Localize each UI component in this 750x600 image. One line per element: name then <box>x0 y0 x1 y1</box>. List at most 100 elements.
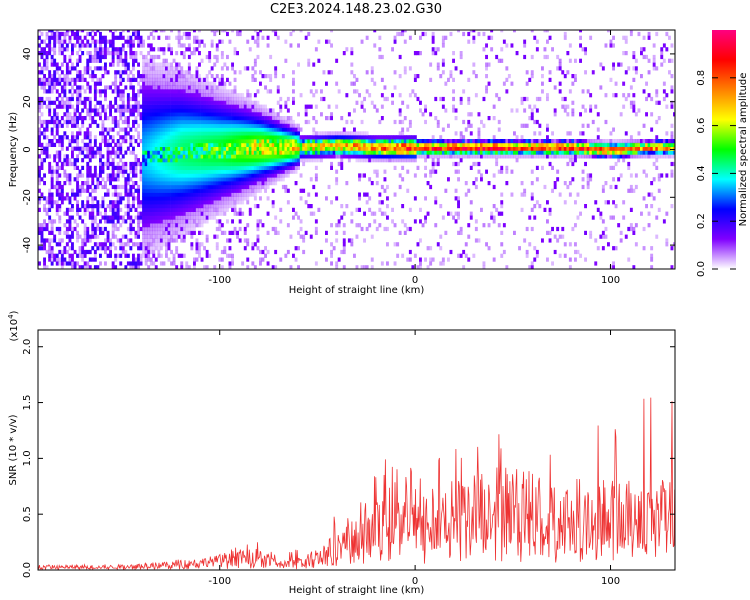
heatmap-cell <box>96 234 100 239</box>
heatmap-cell <box>86 131 90 136</box>
heatmap-cell <box>363 238 366 243</box>
heatmap-cell <box>233 70 237 75</box>
heatmap-cell <box>109 246 112 251</box>
heatmap-cell <box>104 43 107 48</box>
heatmap-cell <box>185 74 189 79</box>
heatmap-cell <box>132 181 135 186</box>
heatmap-cell <box>137 123 140 128</box>
heatmap-cell <box>132 196 135 201</box>
heatmap-cell <box>236 135 239 140</box>
heatmap-cell <box>78 89 82 94</box>
heatmap-cell <box>251 192 255 197</box>
heatmap-cell <box>264 158 267 163</box>
heatmap-cell <box>449 211 453 216</box>
heatmap-cell <box>215 131 219 136</box>
heatmap-cell <box>177 253 181 258</box>
heatmap-cell <box>266 127 270 132</box>
heatmap-cell <box>111 116 115 121</box>
heatmap-cell <box>421 223 425 228</box>
heatmap-cell <box>142 184 145 190</box>
heatmap-cell <box>159 165 163 170</box>
heatmap-cell <box>185 35 189 40</box>
heatmap-cell <box>500 47 504 52</box>
heatmap-cell <box>175 219 179 224</box>
heatmap-cell <box>286 139 290 144</box>
heatmap-cell <box>71 96 74 102</box>
heatmap-cell <box>403 158 407 163</box>
heatmap-cell <box>396 146 400 151</box>
heatmap-cell <box>167 47 171 52</box>
heatmap-cell <box>88 58 92 63</box>
heatmap-cell <box>58 74 62 79</box>
heatmap-cell <box>218 131 222 136</box>
heatmap-cell <box>243 146 247 151</box>
heatmap-cell <box>86 85 90 90</box>
heatmap-cell <box>172 81 176 86</box>
heatmap-cell <box>165 119 168 125</box>
heatmap-cell <box>119 116 123 121</box>
heatmap-cell <box>177 169 181 174</box>
heatmap-cell <box>274 165 278 170</box>
heatmap-cell <box>391 47 394 52</box>
heatmap-cell <box>256 123 260 128</box>
heatmap-cell <box>129 246 133 251</box>
heatmap-cell <box>119 96 123 102</box>
heatmap-cell <box>157 207 161 212</box>
heatmap-cell <box>111 39 115 44</box>
heatmap-cell <box>325 257 328 262</box>
heatmap-cell <box>505 142 509 147</box>
heatmap-cell <box>149 47 153 52</box>
heatmap-cell <box>500 169 504 174</box>
heatmap-cell <box>325 238 328 243</box>
heatmap-cell <box>195 81 199 86</box>
heatmap-cell <box>335 81 339 86</box>
heatmap-cell <box>220 188 224 193</box>
heatmap-cell <box>223 123 227 128</box>
heatmap-cell <box>292 139 295 144</box>
heatmap-cell <box>180 265 184 269</box>
heatmap-cell <box>190 158 194 163</box>
heatmap-cell <box>200 58 204 63</box>
heatmap-cell <box>246 169 250 174</box>
heatmap-cell <box>284 131 288 136</box>
heatmap-cell <box>248 139 252 144</box>
heatmap-cell <box>154 265 158 269</box>
heatmap-cell <box>170 142 173 147</box>
heatmap-cell <box>149 96 153 102</box>
heatmap-cell <box>152 74 156 79</box>
heatmap-cell <box>335 146 339 151</box>
heatmap-cell <box>195 66 199 71</box>
heatmap-cell <box>106 39 110 44</box>
heatmap-cell <box>147 204 151 209</box>
heatmap-cell <box>274 142 278 147</box>
heatmap-cell <box>60 43 64 48</box>
heatmap-cell <box>472 161 476 167</box>
heatmap-cell <box>124 116 128 121</box>
heatmap-cell <box>261 35 265 40</box>
heatmap-cell <box>353 150 356 155</box>
heatmap-cell <box>271 142 275 147</box>
heatmap-cell <box>86 200 90 205</box>
heatmap-cell <box>256 173 260 178</box>
heatmap-cell <box>93 139 97 144</box>
heatmap-cell <box>162 200 166 205</box>
heatmap-cell <box>231 116 234 121</box>
heatmap-cell <box>99 173 102 178</box>
heatmap-cell <box>48 192 52 197</box>
heatmap-cell <box>111 135 115 140</box>
heatmap-cell <box>218 223 222 228</box>
heatmap-cell <box>226 158 229 163</box>
heatmap-cell <box>215 158 219 163</box>
heatmap-cell <box>152 93 156 98</box>
heatmap-cell <box>500 58 504 63</box>
heatmap-cell <box>271 119 275 125</box>
heatmap-cell <box>73 135 77 140</box>
heatmap-cell <box>358 158 361 163</box>
heatmap-cell <box>228 238 232 243</box>
heatmap-cell <box>180 223 184 228</box>
heatmap-cell <box>139 161 143 167</box>
heatmap-cell <box>401 177 405 182</box>
heatmap-cell <box>38 181 41 186</box>
heatmap-cell <box>157 127 161 132</box>
heatmap-cell <box>408 123 412 128</box>
